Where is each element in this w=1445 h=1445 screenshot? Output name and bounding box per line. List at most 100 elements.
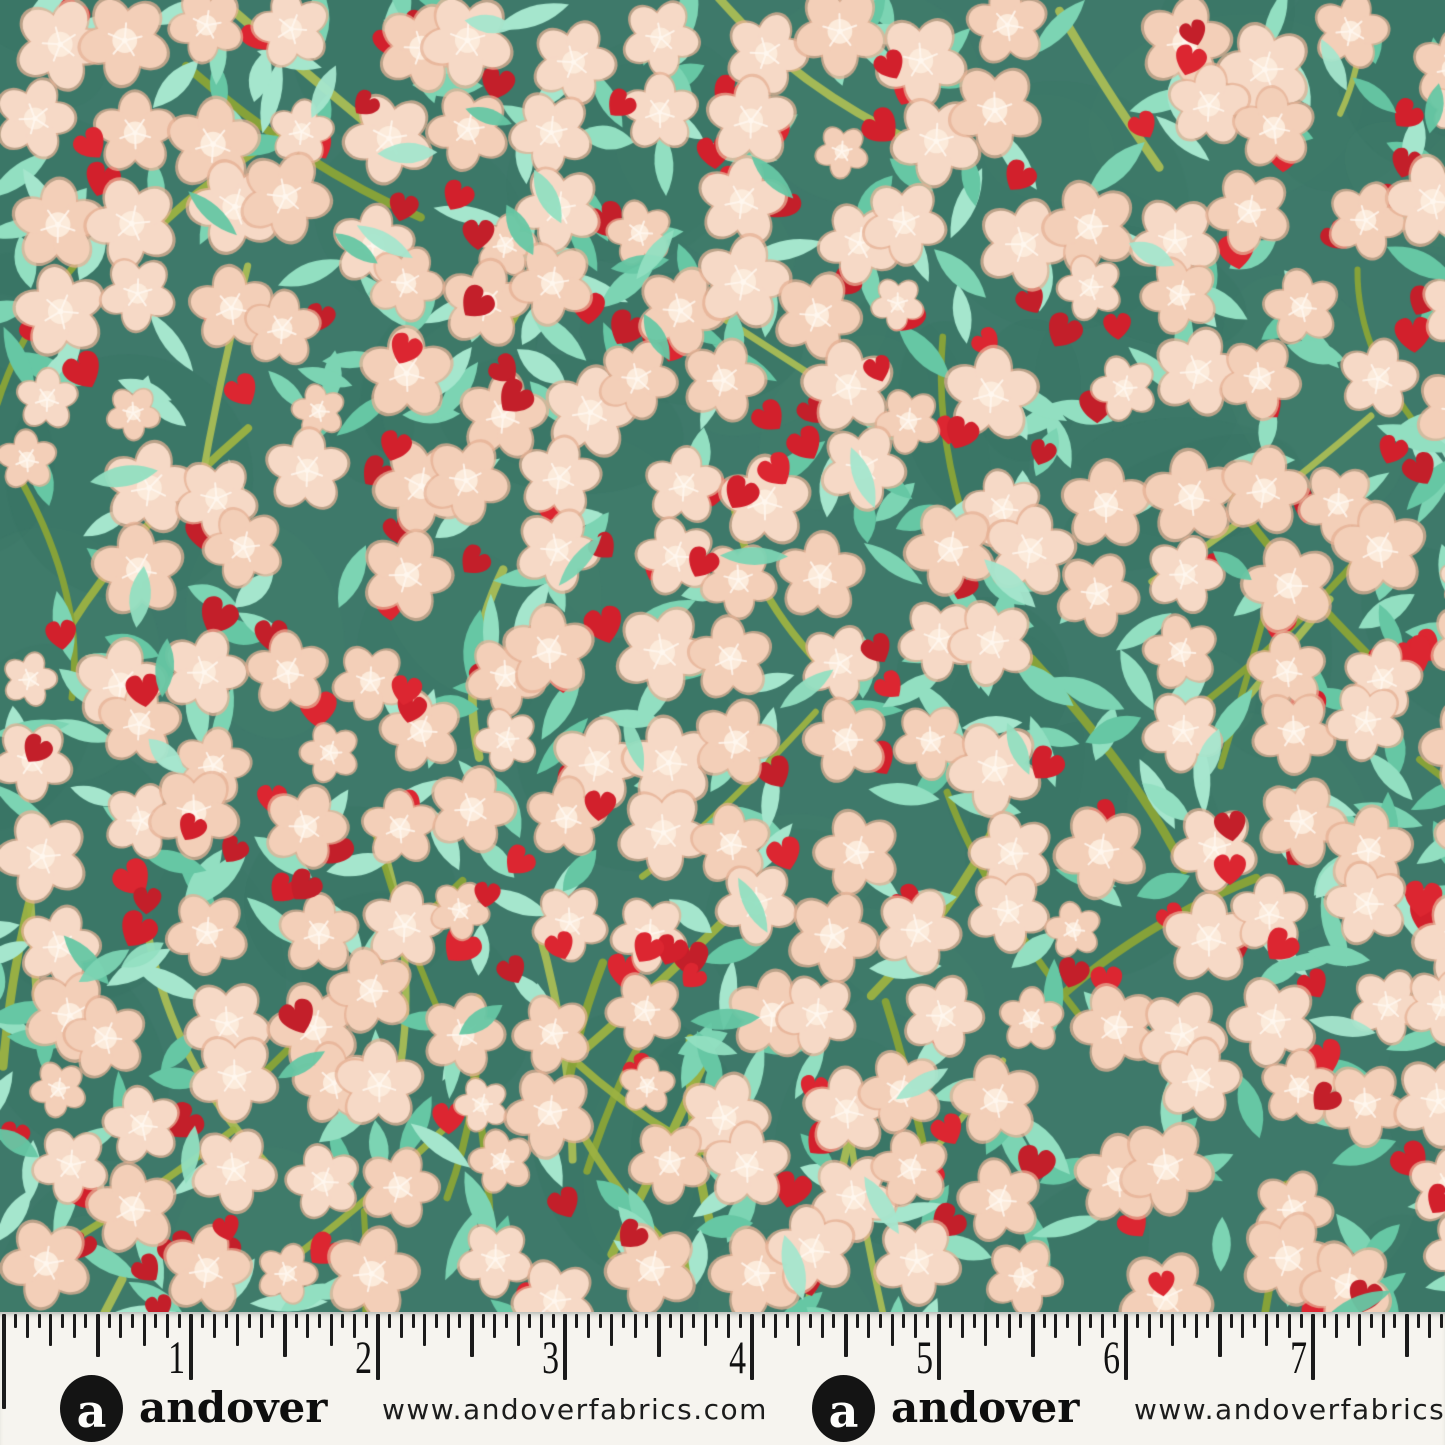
andover-branding: a andover www.andoverfabrics.com (60, 1312, 820, 1445)
ruler-tick-inch (189, 1314, 193, 1380)
ruler-tick-eighth (1381, 1314, 1385, 1338)
ruler-inch-label: 4 (729, 1332, 746, 1384)
ruler-tick-sixteenth (1066, 1314, 1070, 1328)
ruler-tick-quarter (1264, 1314, 1268, 1346)
ruler-tick-eighth (1054, 1314, 1058, 1338)
ruler-tick-eighth (1428, 1314, 1432, 1338)
fabric-pattern-canvas (0, 0, 1445, 1312)
ruler-tick-quarter (142, 1314, 146, 1346)
ruler-inch-label: 1 (168, 1332, 185, 1384)
ruler-tick-half (843, 1314, 848, 1357)
ruler-tick-eighth (1147, 1314, 1151, 1338)
ruler-tick-eighth (773, 1314, 777, 1338)
ruler-tick-half (469, 1314, 474, 1357)
ruler-tick-inch (937, 1314, 941, 1380)
ruler-tick-eighth (1194, 1314, 1198, 1338)
ruler: 1 2 3 4 5 6 7 a andover www.andoverfabrics.com… (0, 1312, 1445, 1445)
ruler-inch-label: 3 (542, 1332, 559, 1384)
ruler-tick-sixteenth (1416, 1314, 1420, 1328)
ruler-tick-eighth (680, 1314, 684, 1338)
ruler-tick-sixteenth (879, 1314, 883, 1328)
andover-wordmark: andover (139, 1383, 328, 1432)
ruler-tick-quarter (703, 1314, 707, 1346)
ruler-tick-inch (750, 1314, 754, 1380)
ruler-tick-eighth (633, 1314, 637, 1338)
ruler-tick-sixteenth (645, 1314, 649, 1328)
ruler-tick-sixteenth (949, 1314, 953, 1328)
ruler-tick-sixteenth (1089, 1314, 1093, 1328)
ruler-tick-eighth (119, 1314, 123, 1338)
logo-a-icon: a (76, 1383, 107, 1438)
ruler-tick-quarter (1358, 1314, 1362, 1346)
ruler-tick-eighth (353, 1314, 357, 1338)
ruler-tick-sixteenth (972, 1314, 976, 1328)
ruler-tick-sixteenth (1369, 1314, 1373, 1328)
ruler-tick-sixteenth (995, 1314, 999, 1328)
ruler-tick-eighth (1101, 1314, 1105, 1338)
ruler-tick-eighth (1241, 1314, 1245, 1338)
ruler-tick-sixteenth (271, 1314, 275, 1328)
ruler-tick-eighth (212, 1314, 216, 1338)
ruler-tick-sixteenth (832, 1314, 836, 1328)
ruler-tick-quarter (797, 1314, 801, 1346)
ruler-inch-label: 2 (355, 1332, 372, 1384)
ruler-tick-sixteenth (1253, 1314, 1257, 1328)
ruler-tick-sixteenth (621, 1314, 625, 1328)
ruler-tick-sixteenth (1393, 1314, 1397, 1328)
ruler-tick-sixteenth (1276, 1314, 1280, 1328)
ruler-tick-eighth (72, 1314, 76, 1338)
andover-branding: a andover www.andoverfabrics.com (812, 1312, 1445, 1445)
ruler-tick-sixteenth (1206, 1314, 1210, 1328)
ruler-tick-eighth (25, 1314, 29, 1338)
ruler-tick-eighth (493, 1314, 497, 1338)
logo-a-icon: a (828, 1383, 859, 1438)
ruler-tick-sixteenth (738, 1314, 742, 1328)
ruler-tick-sixteenth (434, 1314, 438, 1328)
ruler-tick-eighth (1334, 1314, 1338, 1338)
ruler-tick-inch (563, 1314, 567, 1380)
ruler-tick-eighth (1007, 1314, 1011, 1338)
ruler-tick-sixteenth (201, 1314, 205, 1328)
ruler-tick-sixteenth (715, 1314, 719, 1328)
ruler-tick-sixteenth (107, 1314, 111, 1328)
ruler-tick-sixteenth (388, 1314, 392, 1328)
ruler-tick-quarter (516, 1314, 520, 1346)
ruler-tick-quarter (423, 1314, 427, 1346)
ruler-tick-eighth (306, 1314, 310, 1338)
ruler-tick-sixteenth (1019, 1314, 1023, 1328)
ruler-tick-sixteenth (1042, 1314, 1046, 1328)
ruler-tick-eighth (727, 1314, 731, 1338)
ruler-tick-sixteenth (224, 1314, 228, 1328)
ruler-tick-sixteenth (1136, 1314, 1140, 1328)
ruler-tick-quarter (1077, 1314, 1081, 1346)
ruler-tick-eighth (446, 1314, 450, 1338)
ruler-inch-label: 6 (1103, 1332, 1120, 1384)
ruler-tick-half (1030, 1314, 1035, 1357)
ruler-tick-sixteenth (902, 1314, 906, 1328)
ruler-tick-quarter (1171, 1314, 1175, 1346)
ruler-tick-sixteenth (925, 1314, 929, 1328)
ruler-tick-quarter (329, 1314, 333, 1346)
ruler-tick-sixteenth (598, 1314, 602, 1328)
ruler-tick-half (656, 1314, 661, 1357)
ruler-tick-half (1404, 1314, 1409, 1357)
ruler-tick-half (1217, 1314, 1222, 1357)
andover-url: www.andoverfabrics.com (382, 1393, 768, 1426)
ruler-tick-quarter (890, 1314, 894, 1346)
ruler-tick-quarter (49, 1314, 53, 1346)
andover-url: www.andoverfabrics.com (1134, 1393, 1445, 1426)
ruler-tick-sixteenth (364, 1314, 368, 1328)
ruler-tick-eighth (259, 1314, 263, 1338)
ruler-tick-eighth (960, 1314, 964, 1338)
ruler-tick-sixteenth (808, 1314, 812, 1328)
andover-logo: a (812, 1375, 875, 1442)
ruler-tick-sixteenth (411, 1314, 415, 1328)
ruler-tick-half (95, 1314, 100, 1357)
ruler-tick-sixteenth (84, 1314, 88, 1328)
ruler-tick-eighth (914, 1314, 918, 1338)
ruler-tick-sixteenth (505, 1314, 509, 1328)
ruler-tick-sixteenth (551, 1314, 555, 1328)
ruler-tick-quarter (984, 1314, 988, 1346)
ruler-tick-eighth (820, 1314, 824, 1338)
